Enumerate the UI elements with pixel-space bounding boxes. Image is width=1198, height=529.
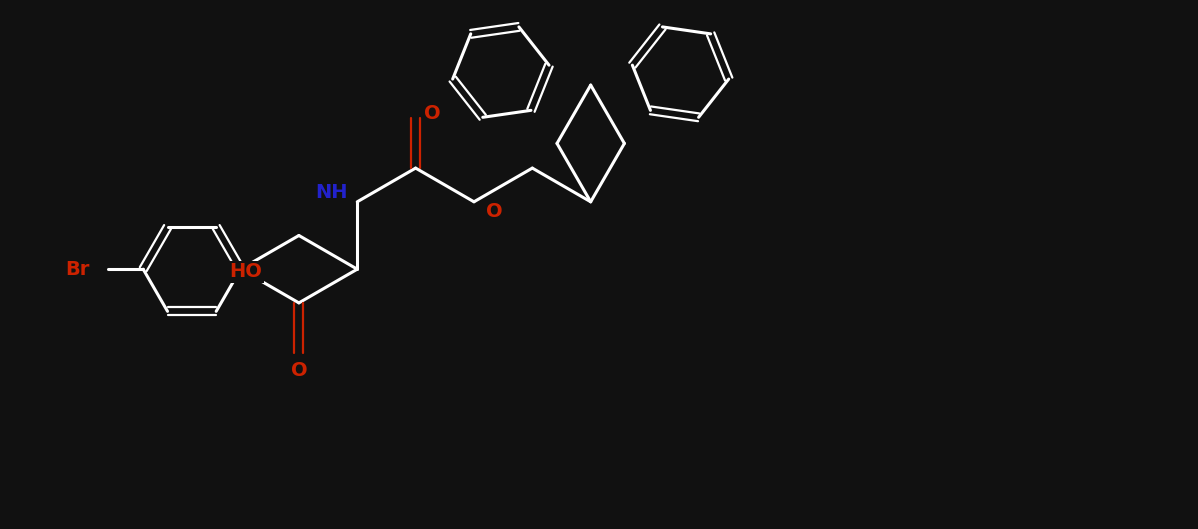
Text: NH: NH [315, 183, 347, 202]
Text: O: O [424, 104, 441, 123]
Text: Br: Br [66, 260, 90, 279]
Text: O: O [291, 361, 307, 380]
Text: HO: HO [230, 262, 262, 281]
Text: O: O [486, 202, 503, 221]
